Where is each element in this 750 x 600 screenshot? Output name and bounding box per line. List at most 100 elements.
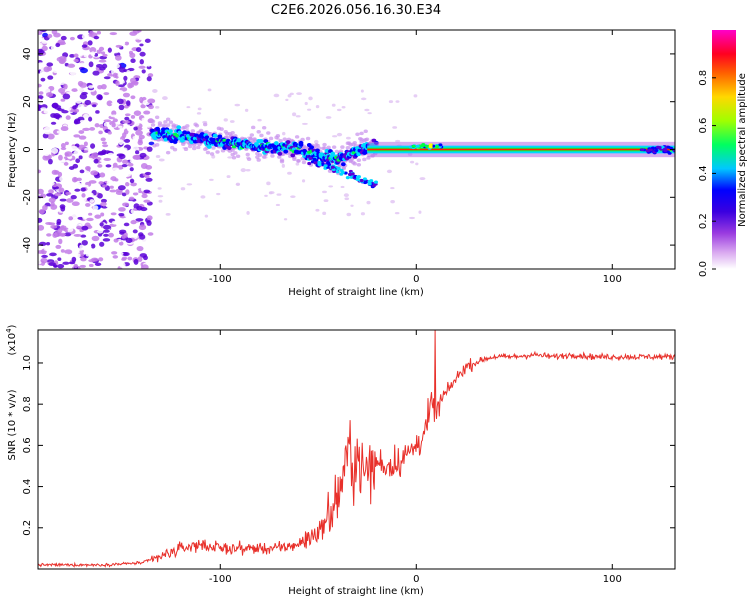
- heat-branch-cell: [312, 157, 317, 161]
- heat-noise-cell: [144, 47, 150, 54]
- heat-speckle-cell: [216, 192, 221, 196]
- heat-halo-cell: [305, 136, 311, 141]
- heat-speckle-cell: [344, 197, 350, 201]
- heat-noise-cell: [41, 45, 48, 52]
- heat-noise-cell: [46, 228, 55, 232]
- heat-noise-cell: [58, 80, 66, 85]
- heat-noise-cell: [71, 256, 77, 263]
- heat-noise-cell: [94, 123, 100, 128]
- heat-speckle-cell: [196, 112, 202, 115]
- heat-noise-cell: [51, 147, 59, 154]
- heat-noise-cell: [135, 69, 142, 76]
- heat-noise-cell: [89, 127, 96, 131]
- heat-halo-cell: [337, 163, 342, 168]
- heat-noise-cell: [123, 222, 130, 227]
- heat-noise-cell: [127, 162, 134, 167]
- heat-speckle-cell: [155, 106, 160, 109]
- heat-noise-cell: [76, 177, 82, 182]
- heat-noise-cell: [85, 192, 94, 198]
- heat-halo-cell: [209, 152, 215, 156]
- heat-noise-cell: [83, 141, 88, 147]
- heat-noise-cell: [77, 103, 85, 110]
- heat-noise-cell: [123, 75, 128, 81]
- heat-noise-cell: [118, 125, 123, 129]
- colorbar: 0.0 0.2 0.4 0.6 0.8 Normalized spectral ampl…: [698, 30, 748, 277]
- heat-noise-cell: [38, 50, 45, 55]
- heat-noise-cell: [108, 232, 114, 238]
- heat-track-cell: [324, 148, 330, 153]
- heat-speckle-cell: [360, 212, 365, 216]
- heat-noise-cell: [64, 151, 73, 157]
- heat-noise-cell: [112, 162, 118, 169]
- heat-noise-cell: [120, 147, 128, 152]
- heat-noise-cell: [45, 221, 53, 225]
- heat-halo-cell: [268, 136, 274, 141]
- heat-noise-cell: [63, 83, 68, 90]
- heat-track-core-cell: [231, 145, 237, 149]
- heat-noise-cell: [40, 169, 48, 175]
- heat-halo-cell: [356, 158, 362, 163]
- heat-noise-cell: [130, 114, 136, 119]
- heat-noise-cell: [102, 53, 108, 57]
- heat-noise-cell: [58, 154, 63, 161]
- heat-noise-cell: [112, 118, 118, 123]
- heat-noise-cell: [47, 158, 53, 165]
- heat-track-cell: [236, 138, 242, 143]
- heat-noise-cell: [114, 178, 119, 182]
- heat-speckle-cell: [308, 96, 313, 101]
- heat-speckle-cell: [281, 163, 285, 168]
- heat-speckle-cell: [315, 105, 320, 109]
- heat-noise-cell: [61, 253, 70, 258]
- heat-noise-cell: [133, 75, 141, 80]
- heat-noise-cell: [72, 67, 79, 72]
- heat-branch-cell: [330, 165, 335, 169]
- bot-y-tick-label: 0.8: [22, 396, 33, 412]
- heat-branch-cell: [369, 179, 374, 183]
- heat-noise-cell: [39, 236, 47, 242]
- heat-noise-cell: [97, 193, 103, 199]
- heat-speckle-cell: [388, 100, 394, 104]
- heat-noise-cell: [72, 217, 78, 223]
- heat-noise-cell: [122, 202, 130, 207]
- heat-speckle-cell: [275, 203, 281, 207]
- heat-noise-cell: [147, 104, 154, 110]
- heat-speckle-cell: [386, 169, 393, 174]
- heat-noise-cell: [144, 121, 153, 128]
- heat-noise-cell: [81, 33, 90, 40]
- heat-halo-cell: [261, 125, 267, 130]
- heat-speckle-cell: [292, 112, 297, 117]
- heat-noise-cell: [67, 227, 74, 232]
- heat-noise-cell: [64, 232, 72, 237]
- heat-speckle-cell: [282, 131, 286, 136]
- heat-noise-cell: [60, 98, 66, 102]
- heat-noise-cell: [136, 205, 143, 211]
- heat-speckle-cell: [346, 136, 351, 140]
- heat-noise-cell: [105, 164, 112, 168]
- heat-noise-cell: [130, 77, 137, 84]
- heat-noise-cell: [109, 189, 117, 193]
- colorbar-tick-label: 0.8: [698, 70, 709, 86]
- heat-noise-cell: [118, 153, 126, 160]
- heat-halo-cell: [157, 123, 163, 128]
- heat-speckle-cell: [227, 156, 233, 159]
- heat-speckle-cell: [295, 115, 301, 118]
- heat-noise-cell: [99, 222, 104, 227]
- heat-noise-cell: [119, 80, 125, 84]
- heat-noise-cell: [84, 130, 90, 136]
- heat-noise-cell: [83, 52, 89, 58]
- heat-noise-cell: [95, 110, 100, 114]
- heat-noise-cell: [71, 252, 79, 257]
- heat-bump-cell: [438, 143, 443, 147]
- heat-noise-cell: [78, 144, 86, 151]
- heat-halo-cell: [183, 147, 189, 152]
- heat-halo-cell: [190, 129, 196, 133]
- heat-noise-cell: [130, 58, 136, 64]
- heat-halo-cell: [165, 117, 171, 122]
- heat-speckle-cell: [336, 132, 343, 137]
- heat-noise-cell: [80, 67, 88, 74]
- heat-noise-cell: [101, 107, 109, 112]
- heat-noise-cell: [62, 165, 68, 169]
- bot-y-tick-label: 0.2: [22, 520, 33, 536]
- heat-speckle-cell: [340, 185, 345, 189]
- heat-noise-cell: [111, 122, 116, 128]
